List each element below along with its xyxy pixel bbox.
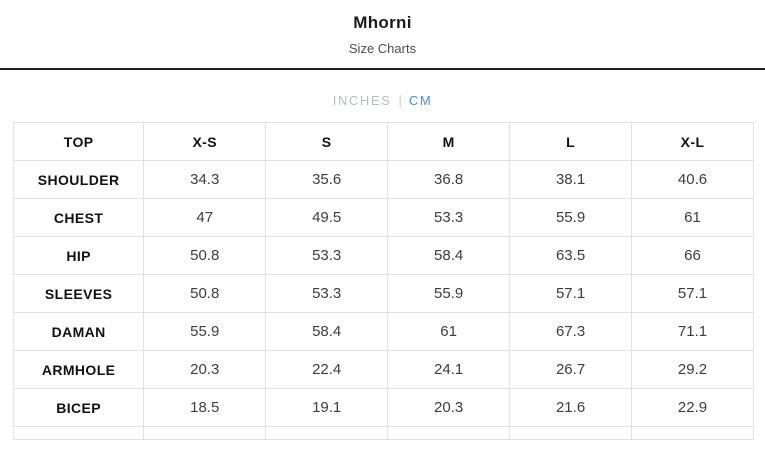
row-label: BICEP xyxy=(12,388,145,427)
measurement-value: 36.8 xyxy=(387,160,511,199)
corner-header: TOP xyxy=(12,122,145,161)
measurement-value: 57.1 xyxy=(631,274,754,313)
row-label: SLEEVES xyxy=(12,274,145,313)
measurement-value: 66 xyxy=(631,236,754,275)
measurement-value: 24.1 xyxy=(387,350,511,389)
table-row: SLEEVES 50.8 53.3 55.9 57.1 57.1 xyxy=(12,274,754,313)
unit-toggle: INCHES | CM xyxy=(0,93,765,108)
modal-header: Mhorni Size Charts xyxy=(0,0,765,70)
measurement-value: 61 xyxy=(631,198,754,237)
unit-toggle-divider: | xyxy=(398,93,402,108)
measurement-value: 38.1 xyxy=(509,160,633,199)
measurement-value: 61 xyxy=(387,312,511,351)
row-label: HIP xyxy=(12,236,145,275)
measurement-value: 49.5 xyxy=(265,198,389,237)
empty-cell xyxy=(143,426,267,440)
size-chart-table-head: TOP X-S S M L X-L xyxy=(12,122,754,161)
measurement-value: 18.5 xyxy=(143,388,267,427)
size-chart-table: TOP X-S S M L X-L SHOULDER 34.3 35.6 36.8 38.1 40.… xyxy=(12,122,754,440)
empty-cell xyxy=(509,426,633,440)
table-row: BICEP 18.5 19.1 20.3 21.6 22.9 xyxy=(12,388,754,427)
measurement-value: 55.9 xyxy=(387,274,511,313)
measurement-value: 29.2 xyxy=(631,350,754,389)
row-label: CHEST xyxy=(12,198,145,237)
measurement-value: 53.3 xyxy=(265,274,389,313)
empty-cell xyxy=(265,426,389,440)
column-header: X-S xyxy=(143,122,267,161)
empty-row xyxy=(12,426,754,440)
measurement-value: 20.3 xyxy=(143,350,267,389)
header-row: TOP X-S S M L X-L xyxy=(12,122,754,161)
measurement-value: 58.4 xyxy=(265,312,389,351)
measurement-value: 57.1 xyxy=(509,274,633,313)
table-row: SHOULDER 34.3 35.6 36.8 38.1 40.6 xyxy=(12,160,754,199)
table-row: DAMAN 55.9 58.4 61 67.3 71.1 xyxy=(12,312,754,351)
unit-inches-button[interactable]: INCHES xyxy=(332,93,392,108)
table-row: CHEST 47 49.5 53.3 55.9 61 xyxy=(12,198,754,237)
column-header: L xyxy=(509,122,633,161)
measurement-value: 26.7 xyxy=(509,350,633,389)
page-subtitle: Size Charts xyxy=(348,41,417,56)
measurement-value: 34.3 xyxy=(143,160,267,199)
brand-title: Mhorni xyxy=(353,13,412,32)
table-row: HIP 50.8 53.3 58.4 63.5 66 xyxy=(12,236,754,275)
measurement-value: 55.9 xyxy=(143,312,267,351)
column-header: S xyxy=(265,122,389,161)
measurement-value: 21.6 xyxy=(509,388,633,427)
measurement-value: 53.3 xyxy=(265,236,389,275)
measurement-value: 71.1 xyxy=(631,312,754,351)
size-chart-table-container: TOP X-S S M L X-L SHOULDER 34.3 35.6 36.8 38.1 40.… xyxy=(12,122,754,440)
measurement-value: 47 xyxy=(143,198,267,237)
row-label: SHOULDER xyxy=(12,160,145,199)
measurement-value: 50.8 xyxy=(143,236,267,275)
measurement-value: 55.9 xyxy=(509,198,633,237)
measurement-value: 22.9 xyxy=(631,388,754,427)
measurement-value: 19.1 xyxy=(265,388,389,427)
measurement-value: 58.4 xyxy=(387,236,511,275)
measurement-value: 63.5 xyxy=(509,236,633,275)
table-row: ARMHOLE 20.3 22.4 24.1 26.7 29.2 xyxy=(12,350,754,389)
column-header: M xyxy=(387,122,511,161)
measurement-value: 50.8 xyxy=(143,274,267,313)
column-header: X-L xyxy=(631,122,754,161)
measurement-value: 53.3 xyxy=(387,198,511,237)
measurement-value: 35.6 xyxy=(265,160,389,199)
empty-cell xyxy=(12,426,145,440)
measurement-value: 67.3 xyxy=(509,312,633,351)
size-chart-table-body: SHOULDER 34.3 35.6 36.8 38.1 40.6 CHEST 47 49.5 5… xyxy=(12,160,754,440)
empty-cell xyxy=(387,426,511,440)
row-label: ARMHOLE xyxy=(12,350,145,389)
measurement-value: 22.4 xyxy=(265,350,389,389)
unit-cm-button[interactable]: CM xyxy=(408,93,433,108)
empty-cell xyxy=(631,426,754,440)
row-label: DAMAN xyxy=(12,312,145,351)
measurement-value: 40.6 xyxy=(631,160,754,199)
measurement-value: 20.3 xyxy=(387,388,511,427)
